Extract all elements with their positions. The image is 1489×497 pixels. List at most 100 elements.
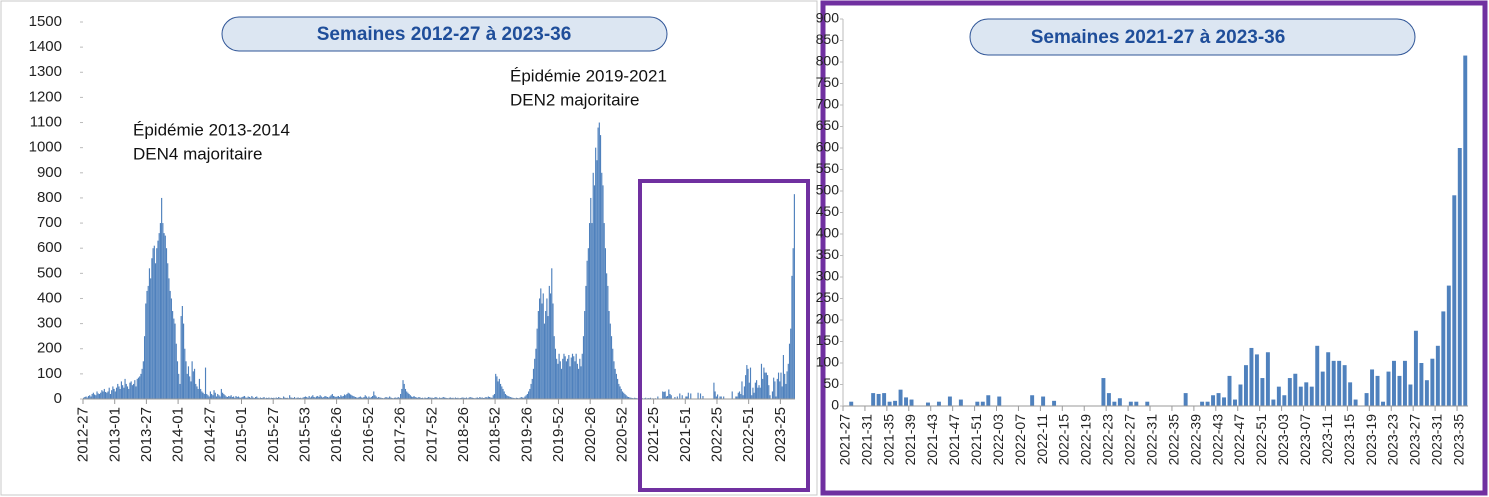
bar [226,396,229,399]
bar [559,361,561,399]
bar [135,386,137,399]
bar [571,353,574,399]
x-tick-label: 2022-23 [1100,414,1116,466]
bar [102,391,104,399]
bar [428,396,430,399]
x-tick-label: 2021-35 [880,414,896,466]
bar [553,336,555,399]
bar [254,396,257,399]
bar [357,397,359,399]
bar [562,358,564,399]
bar [548,285,550,399]
bar [542,293,544,399]
bar [674,396,676,399]
x-tick-label: 2021-51 [677,407,694,462]
bar [487,396,489,399]
bar [489,396,491,399]
y-tick-label: 1300 [29,63,62,80]
bar [113,388,115,399]
bar [1052,400,1057,406]
x-tick-label: 2022-35 [1165,414,1181,466]
bar [263,396,265,399]
bar [364,395,366,399]
bar [766,375,769,399]
bar [342,395,344,399]
bar [285,397,287,399]
y-tick-label: 1100 [30,114,62,131]
bar [278,396,280,399]
bar [239,397,241,399]
bar [631,397,633,399]
bar [128,388,130,399]
bar [1233,399,1237,406]
bar [768,385,770,399]
bar [756,380,758,399]
x-tick-label: 2021-51 [968,414,984,466]
bar [615,373,617,399]
bar [174,323,176,399]
bar [626,396,628,399]
bar [339,396,341,399]
x-tick-label: 2023-07 [1297,414,1313,466]
bar [279,397,281,399]
bar [403,383,405,399]
bar [1265,352,1270,406]
bar [373,391,375,399]
bar [1452,195,1457,406]
bar [552,303,554,399]
bar [450,397,452,399]
x-tick-label: 2023-27 [1407,414,1423,466]
bar [203,393,205,399]
bar [560,368,563,399]
bar [569,366,571,399]
bar [528,391,530,399]
bar [549,293,552,399]
bar [740,393,742,399]
bar [206,393,208,399]
bar [715,396,717,399]
chart-title: Semaines 2012-27 à 2023-36 [317,24,572,45]
bar [104,391,107,399]
bar [565,361,567,399]
bar [508,396,510,399]
bar [1293,373,1298,406]
bar [618,383,620,399]
bar [780,372,782,399]
bar [1309,386,1314,406]
x-tick-label: 2016-52 [360,407,377,462]
bar [228,395,230,399]
bar [112,386,114,399]
bar [681,395,683,399]
bar [212,395,214,399]
y-tick-label: 1500 [29,13,62,30]
y-tick-label: 400 [37,289,62,306]
bar [431,397,433,399]
bar [292,397,294,399]
bar [240,397,242,399]
y-tick-label: 700 [816,96,840,112]
bar [1408,384,1413,406]
bar [1457,148,1462,406]
bar [1183,393,1188,406]
bar [471,397,474,399]
bar [520,396,522,399]
y-tick-label: 600 [37,239,62,256]
bar [350,394,352,399]
bar [512,397,514,399]
bar [398,397,400,399]
bar [109,393,112,399]
bar [515,397,517,399]
bar [613,361,615,399]
bar [1216,393,1221,406]
bar [1397,375,1402,406]
bar [197,388,199,399]
bar [312,395,314,399]
bar [404,388,407,399]
bar [496,376,498,399]
bar [369,397,371,399]
bar [958,399,963,406]
bar [95,395,97,399]
bar [379,397,381,399]
bar [782,355,784,399]
y-tick-label: 100 [816,354,840,370]
